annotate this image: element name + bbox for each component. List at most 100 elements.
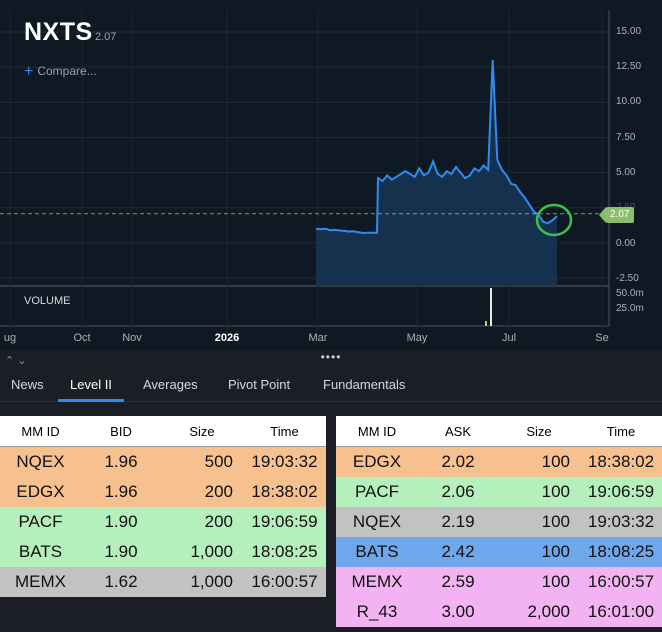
column-header[interactable]: Time	[243, 416, 326, 447]
price-chart-panel[interactable]: NXTS 2.07 + Compare... VOLUME 15.00 12.50…	[0, 0, 662, 350]
quote-row[interactable]: NQEX 1.96 500 19:03:32	[0, 446, 326, 477]
column-header[interactable]: MM ID	[0, 416, 81, 447]
column-header[interactable]: BID	[81, 416, 161, 447]
quote-row[interactable]: PACF 2.06 100 19:06:59	[336, 477, 662, 507]
volume-bar	[490, 288, 492, 326]
market-maker-cell: BATS	[355, 542, 399, 561]
market-maker-cell: EDGX	[352, 452, 402, 471]
x-tick-label-year: 2026	[214, 332, 240, 344]
quote-row[interactable]: MEMX 1.62 1,000 16:00:57	[0, 567, 326, 597]
quote-row[interactable]: EDGX 2.02 100 18:38:02	[336, 446, 662, 477]
size-cell: 100	[541, 542, 570, 561]
market-maker-cell: R_43	[356, 602, 398, 621]
x-tick-label: Jul	[501, 332, 517, 344]
price-cell: 1.90	[104, 512, 138, 531]
x-tick-label: ug	[3, 332, 17, 344]
x-tick-label: Mar	[308, 332, 328, 344]
ticker-last-price: 2.07	[95, 31, 117, 43]
y-tick-label: 10.00	[616, 96, 642, 107]
tab-pivot-point[interactable]: Pivot Point	[228, 377, 291, 392]
collapse-expand-icons[interactable]: ⌃ ⌄	[5, 355, 27, 367]
plus-icon: +	[24, 63, 34, 80]
time-cell: 18:38:02	[587, 452, 655, 471]
time-cell: 18:08:25	[251, 542, 318, 561]
column-header[interactable]: Size	[498, 416, 580, 447]
chart-grid	[0, 31, 609, 279]
x-tick-label: Nov	[122, 332, 142, 344]
volume-tick-label: 50.0m	[616, 288, 644, 299]
y-tick-label: 7.50	[616, 132, 636, 143]
market-maker-cell: MEMX	[351, 572, 403, 591]
time-cell: 18:38:02	[251, 482, 318, 501]
time-cell: 16:00:57	[587, 572, 655, 591]
y-tick-label: 15.00	[616, 26, 642, 37]
ask-book: MM ID ASK Size Time EDGX 2.02 100 18:38:02 P…	[336, 416, 662, 627]
bid-table: MM ID BID Size Time NQEX 1.96 500 19:03:32 E…	[0, 416, 326, 597]
ask-table: MM ID ASK Size Time EDGX 2.02 100 18:38:02 P…	[336, 416, 662, 627]
compare-label: Compare...	[37, 64, 97, 78]
quote-row[interactable]: PACF 1.90 200 19:06:59	[0, 507, 326, 537]
size-cell: 100	[541, 452, 570, 471]
detail-tabs: News Level II Averages Pivot Point Funda…	[0, 371, 662, 402]
price-cell: 2.02	[441, 452, 475, 471]
x-tick-label: May	[406, 332, 428, 344]
ask-rows: EDGX 2.02 100 18:38:02 PACF 2.06 100 19:06:59 NQ…	[336, 446, 662, 627]
tab-fundamentals[interactable]: Fundamentals	[323, 377, 406, 392]
y-tick-label: -2.50	[616, 273, 639, 284]
ask-header-row: MM ID ASK Size Time	[336, 416, 662, 447]
price-cell: 2.59	[441, 572, 475, 591]
size-cell: 200	[204, 482, 233, 501]
x-tick-label: Se	[595, 332, 609, 344]
size-cell: 1,000	[190, 572, 233, 591]
size-cell: 100	[541, 572, 570, 591]
price-cell: 2.06	[441, 482, 475, 501]
time-cell: 19:03:32	[251, 452, 318, 471]
size-cell: 1,000	[190, 542, 233, 561]
bid-header-row: MM ID BID Size Time	[0, 416, 326, 447]
y-tick-label: 5.00	[616, 167, 636, 178]
y-tick-label: 12.50	[616, 61, 642, 72]
tab-news[interactable]: News	[11, 377, 44, 392]
volume-bars	[485, 288, 492, 326]
x-tick-label: Oct	[73, 332, 91, 344]
volume-bar	[485, 321, 487, 326]
column-header[interactable]: Time	[580, 416, 662, 447]
quote-row[interactable]: BATS 1.90 1,000 18:08:25	[0, 537, 326, 567]
market-maker-cell: EDGX	[16, 482, 65, 501]
compare-button[interactable]: + Compare...	[24, 63, 97, 81]
market-maker-cell: PACF	[18, 512, 63, 531]
price-cell: 1.62	[104, 572, 138, 591]
time-cell: 18:08:25	[587, 542, 655, 561]
time-cell: 19:06:59	[587, 482, 655, 501]
highlight-circle	[535, 203, 573, 237]
size-cell: 100	[541, 512, 570, 531]
time-cell: 19:06:59	[251, 512, 318, 531]
market-maker-cell: MEMX	[15, 572, 66, 591]
price-cell: 3.00	[441, 602, 475, 621]
quote-row[interactable]: BATS 2.42 100 18:08:25	[336, 537, 662, 567]
size-cell: 2,000	[527, 602, 570, 621]
market-maker-cell: BATS	[18, 542, 63, 561]
price-cell: 2.19	[441, 512, 475, 531]
x-axis-ticks	[9, 10, 603, 330]
quote-row[interactable]: EDGX 1.96 200 18:38:02	[0, 477, 326, 507]
market-maker-cell: NQEX	[352, 512, 402, 531]
quote-row[interactable]: NQEX 2.19 100 19:03:32	[336, 507, 662, 537]
column-header[interactable]: ASK	[418, 416, 498, 447]
quote-row[interactable]: R_43 3.00 2,000 16:01:00	[336, 597, 662, 627]
time-cell: 19:03:32	[587, 512, 655, 531]
time-cell: 16:01:00	[587, 602, 655, 621]
tab-averages[interactable]: Averages	[143, 377, 198, 392]
panel-collapse-bar	[0, 351, 662, 371]
price-line	[315, 60, 558, 235]
tab-level-ii[interactable]: Level II	[58, 371, 124, 402]
column-header[interactable]: MM ID	[336, 416, 418, 447]
y-tick-label: 0.00	[616, 238, 636, 249]
panel-resize-handle[interactable]: ••••	[320, 350, 342, 364]
price-chart-svg[interactable]	[0, 0, 662, 350]
last-price-tag: 2.07	[598, 207, 635, 223]
price-cell: 2.42	[441, 542, 475, 561]
quote-row[interactable]: MEMX 2.59 100 16:00:57	[336, 567, 662, 597]
column-header[interactable]: Size	[161, 416, 243, 447]
ticker-symbol: NXTS	[24, 18, 93, 46]
